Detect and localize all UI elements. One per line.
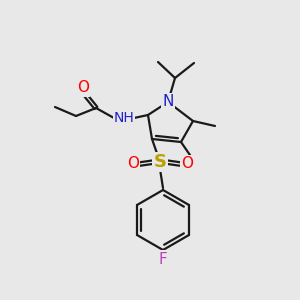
Text: F: F bbox=[159, 251, 167, 266]
Text: O: O bbox=[77, 80, 89, 95]
Text: O: O bbox=[181, 157, 193, 172]
Text: O: O bbox=[127, 157, 139, 172]
Text: S: S bbox=[154, 153, 166, 171]
Text: N: N bbox=[162, 94, 174, 110]
Text: NH: NH bbox=[114, 111, 134, 125]
